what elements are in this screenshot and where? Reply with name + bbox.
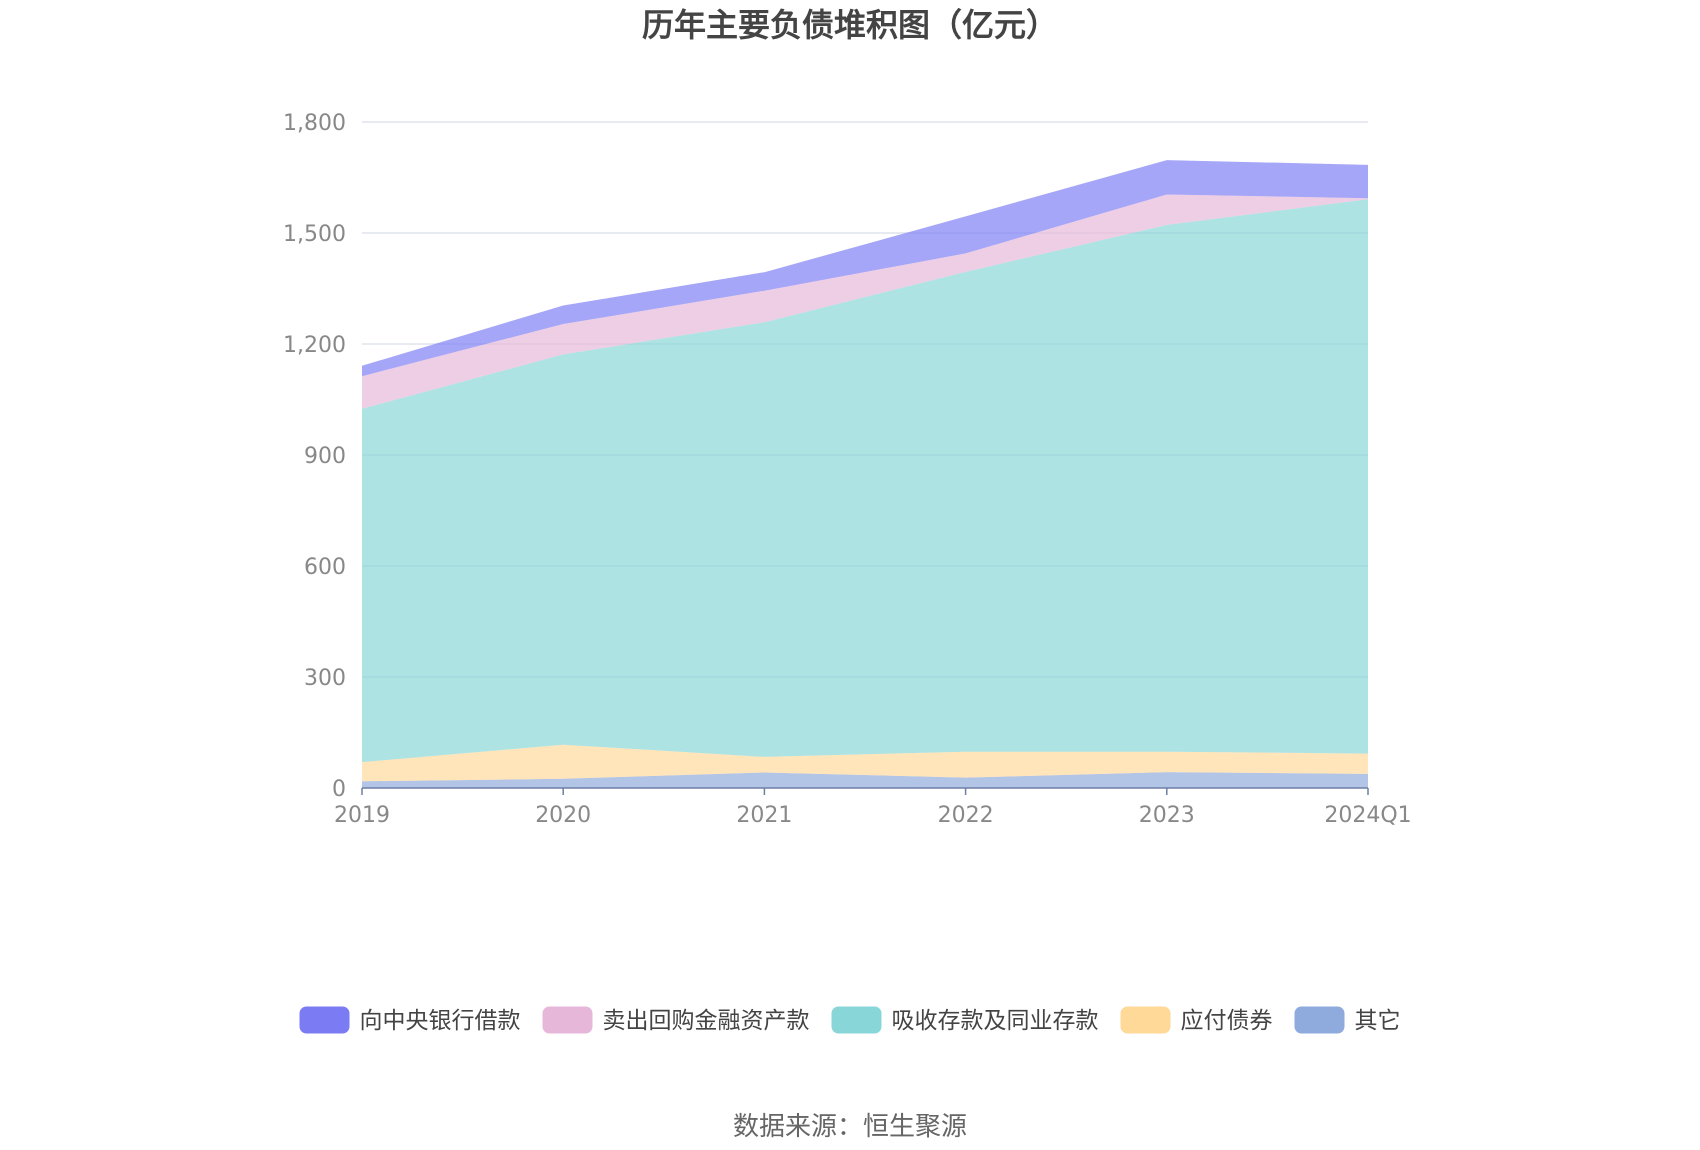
legend-swatch	[831, 1006, 882, 1034]
x-tick-label: 2020	[535, 803, 591, 828]
y-tick-label: 900	[304, 444, 346, 469]
legend-label: 卖出回购金融资产款	[603, 1008, 810, 1034]
y-tick-label: 600	[304, 555, 346, 580]
area-series	[362, 160, 1368, 788]
y-tick-label: 1,800	[283, 111, 346, 136]
legend-swatch	[1294, 1006, 1345, 1034]
area-series-1	[362, 744, 1368, 782]
legend-label: 其它	[1355, 1008, 1401, 1034]
legend-label: 向中央银行借款	[360, 1008, 521, 1034]
area-series-4	[362, 160, 1368, 377]
x-tick-label: 2021	[736, 803, 792, 828]
x-tick-label: 2023	[1139, 803, 1195, 828]
y-tick-label: 0	[332, 777, 346, 802]
legend: 向中央银行借款 卖出回购金融资产款 吸收存款及同业存款 应付债券 其它	[299, 1006, 1401, 1034]
y-tick-label: 1,500	[283, 222, 346, 247]
axes: 0 300 600 900 1,200 1,500 1,800 2019 2020 2021 202…	[283, 111, 1412, 828]
y-tick-label: 300	[304, 666, 346, 691]
x-tick-label: 2022	[938, 803, 994, 828]
data-source-note: 数据来源：恒生聚源	[733, 1112, 967, 1142]
legend-label: 应付债券	[1181, 1008, 1273, 1034]
x-tick-label: 2024Q1	[1324, 803, 1411, 828]
legend-swatch	[299, 1006, 350, 1034]
chart-title: 历年主要负债堆积图（亿元）	[642, 6, 1058, 44]
legend-swatch	[1120, 1006, 1171, 1034]
y-tick-label: 1,200	[283, 333, 346, 358]
x-tick-label: 2019	[334, 803, 390, 828]
area-series-0	[362, 772, 1368, 788]
legend-swatch	[542, 1006, 593, 1034]
area-series-2	[362, 199, 1368, 763]
legend-label: 吸收存款及同业存款	[892, 1008, 1099, 1034]
